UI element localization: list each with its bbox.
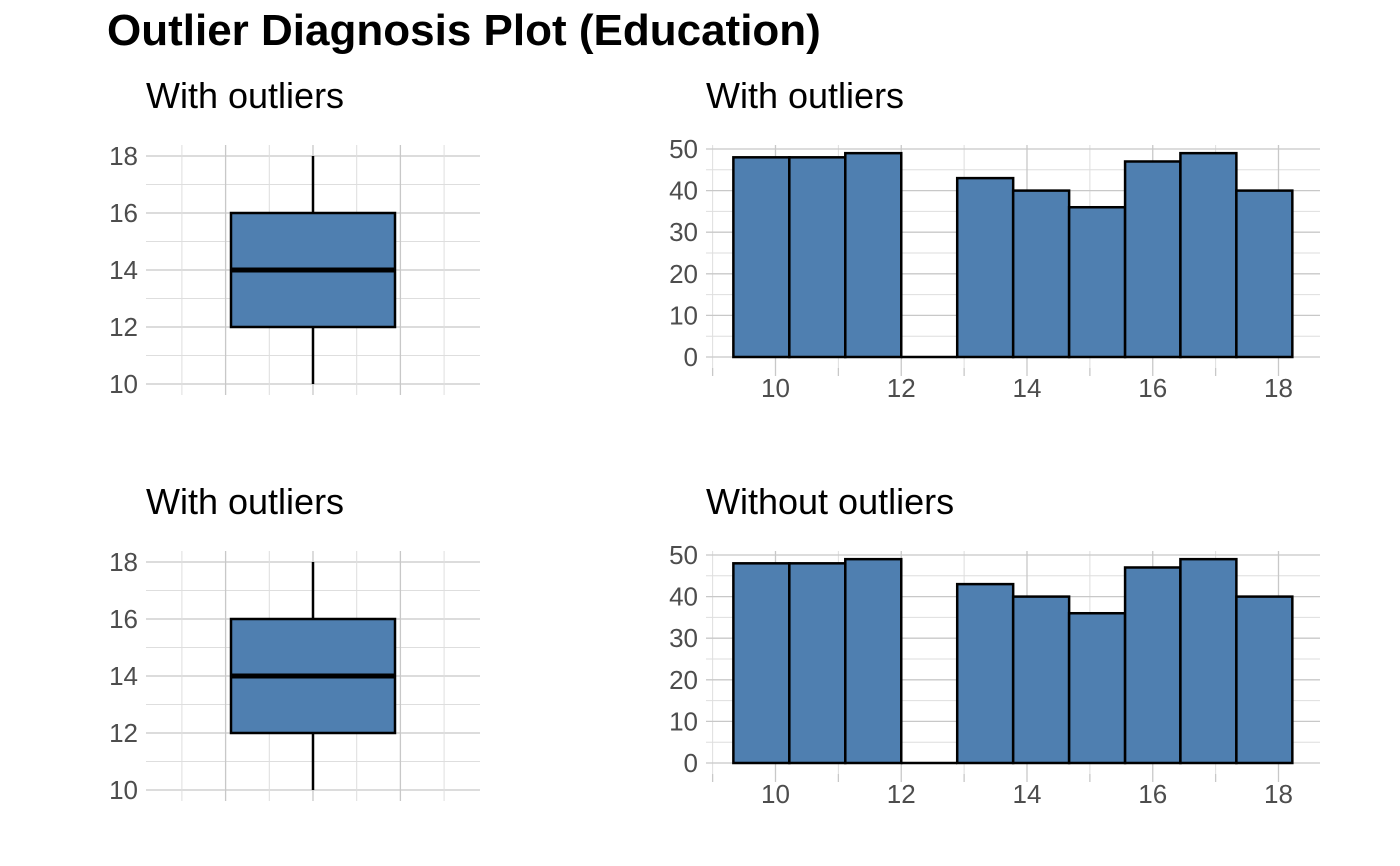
histogram-bar — [844, 557, 903, 765]
x-tick-label: 18 — [1264, 779, 1293, 809]
y-tick-label: 10 — [669, 706, 698, 736]
panel-2: With outliers 0 10 20 30 40 50 10 12 14 16 18 — [669, 75, 1320, 403]
y-tick-label: 16 — [109, 198, 138, 228]
histogram-bar — [1067, 611, 1127, 765]
y-tick-label: 0 — [684, 342, 698, 372]
x-tick-label: 14 — [1013, 373, 1042, 403]
histogram-bar — [1235, 595, 1294, 765]
x-tick-label: 10 — [761, 779, 790, 809]
panel-title: With outliers — [706, 75, 904, 116]
histogram-bar — [1123, 566, 1182, 765]
x-tick-label: 14 — [1013, 779, 1042, 809]
x-tick-label: 10 — [761, 373, 790, 403]
histogram-bar — [844, 151, 903, 359]
histogram-bar — [1179, 151, 1238, 359]
histogram-bar — [732, 562, 791, 765]
histogram-bar — [955, 176, 1015, 359]
x-tick-label: 16 — [1138, 779, 1167, 809]
y-tick-label: 40 — [669, 582, 698, 612]
histogram-bar — [1067, 205, 1127, 359]
y-tick-label: 12 — [109, 718, 138, 748]
panel-3: With outliers 10 12 14 16 18 — [109, 481, 480, 805]
panel-1: With outliers 10 12 14 16 18 — [109, 75, 480, 399]
histogram-bar — [1123, 160, 1182, 359]
y-tick-label: 12 — [109, 312, 138, 342]
histogram-bar — [788, 562, 847, 765]
histogram-bar — [1011, 189, 1071, 359]
y-tick-label: 10 — [109, 369, 138, 399]
y-tick-label: 10 — [669, 300, 698, 330]
histogram-bar — [1011, 595, 1071, 765]
y-tick-label: 20 — [669, 259, 698, 289]
y-tick-label: 14 — [109, 661, 138, 691]
histogram-bar — [1235, 189, 1294, 359]
y-tick-label: 14 — [109, 255, 138, 285]
y-tick-label: 18 — [109, 141, 138, 171]
panel-title: With outliers — [146, 481, 344, 522]
histogram-bar — [1179, 557, 1238, 765]
y-tick-label: 50 — [669, 540, 698, 570]
x-tick-label: 12 — [887, 373, 916, 403]
histogram-bar — [732, 156, 791, 359]
y-tick-label: 18 — [109, 547, 138, 577]
panel-title: With outliers — [146, 75, 344, 116]
x-tick-label: 18 — [1264, 373, 1293, 403]
y-tick-label: 30 — [669, 623, 698, 653]
y-tick-label: 20 — [669, 665, 698, 695]
y-tick-label: 30 — [669, 217, 698, 247]
x-tick-label: 12 — [887, 779, 916, 809]
histogram-bar — [788, 156, 847, 359]
panel-title: Without outliers — [706, 481, 954, 522]
x-tick-label: 16 — [1138, 373, 1167, 403]
main-title: Outlier Diagnosis Plot (Education) — [107, 6, 821, 55]
y-tick-label: 10 — [109, 775, 138, 805]
panel-4: Without outliers 0 10 20 30 40 50 10 12 14 16 18 — [669, 481, 1320, 809]
y-tick-label: 0 — [684, 748, 698, 778]
y-tick-label: 40 — [669, 176, 698, 206]
y-tick-label: 16 — [109, 604, 138, 634]
y-tick-label: 50 — [669, 134, 698, 164]
histogram-bar — [955, 582, 1015, 765]
